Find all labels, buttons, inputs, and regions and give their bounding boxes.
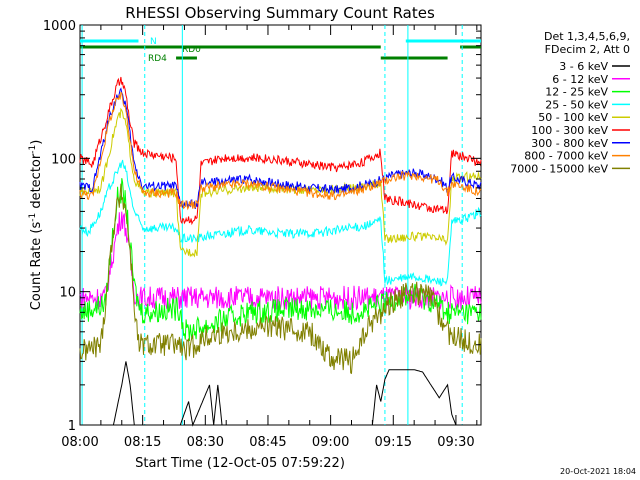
legend-label-8: 800 - 7000 keV [524, 150, 608, 163]
y-axis-label: Count Rate (s-1 detector-1) [28, 140, 44, 311]
legend: Det 1,3,4,5,6,9, FDecim 2, Att 0 3 - 6 k… [510, 30, 630, 175]
y-tick-label: 10 [59, 286, 76, 301]
x-tick-label: 08:30 [187, 435, 224, 450]
legend-label-6: 100 - 300 keV [531, 124, 608, 137]
chart-title: RHESSI Observing Summary Count Rates [125, 4, 435, 22]
x-axis-label: Start Time (12-Oct-05 07:59:22) [135, 456, 345, 471]
legend-header-2: FDecim 2, Att 0 [545, 43, 630, 56]
series-line-4 [79, 159, 482, 287]
series-line-7 [79, 87, 482, 210]
mode-flags: N RD0 RD4 [80, 37, 481, 64]
legend-label-4: 25 - 50 keV [545, 98, 608, 111]
plot-area: N RD0 RD4 [79, 24, 482, 427]
x-tick-label: 08:15 [124, 435, 161, 450]
series-line-9 [79, 183, 482, 375]
legend-label-1: 3 - 6 keV [559, 60, 608, 73]
attenuator-lines [81, 25, 463, 425]
series-line-6 [79, 76, 482, 226]
x-tick-label: 09:30 [437, 435, 474, 450]
legend-label-7: 300 - 800 keV [531, 137, 608, 150]
flag-label-rd4: RD4 [148, 54, 167, 64]
flag-label-n: N [150, 37, 157, 47]
legend-label-9: 7000 - 15000 keV [510, 162, 608, 175]
y-tick-label: 1 [68, 419, 76, 434]
series-line-1 [80, 361, 481, 427]
series-line-3 [79, 178, 482, 342]
plot-frame [79, 24, 482, 426]
flag-label-rd0: RD0 [182, 45, 201, 55]
legend-label-5: 50 - 100 keV [538, 111, 608, 124]
legend-header-1: Det 1,3,4,5,6,9, [544, 30, 630, 43]
y-tick-label: 1000 [43, 19, 76, 34]
legend-label-3: 12 - 25 keV [545, 86, 608, 99]
x-tick-label: 09:15 [375, 435, 412, 450]
x-axis: 08:00 08:15 08:30 08:45 09:00 09:15 09:30 [61, 25, 478, 450]
footer-timestamp: 20-Oct-2021 18:04 [560, 467, 636, 476]
legend-label-2: 6 - 12 keV [552, 73, 608, 86]
x-tick-label: 09:00 [312, 435, 349, 450]
series-line-8 [79, 91, 482, 211]
y-axis: 1 10 100 1000 [43, 19, 481, 434]
y-tick-label: 100 [51, 152, 76, 167]
series-lines [79, 76, 482, 427]
x-tick-label: 08:45 [249, 435, 286, 450]
x-tick-label: 08:00 [61, 435, 98, 450]
